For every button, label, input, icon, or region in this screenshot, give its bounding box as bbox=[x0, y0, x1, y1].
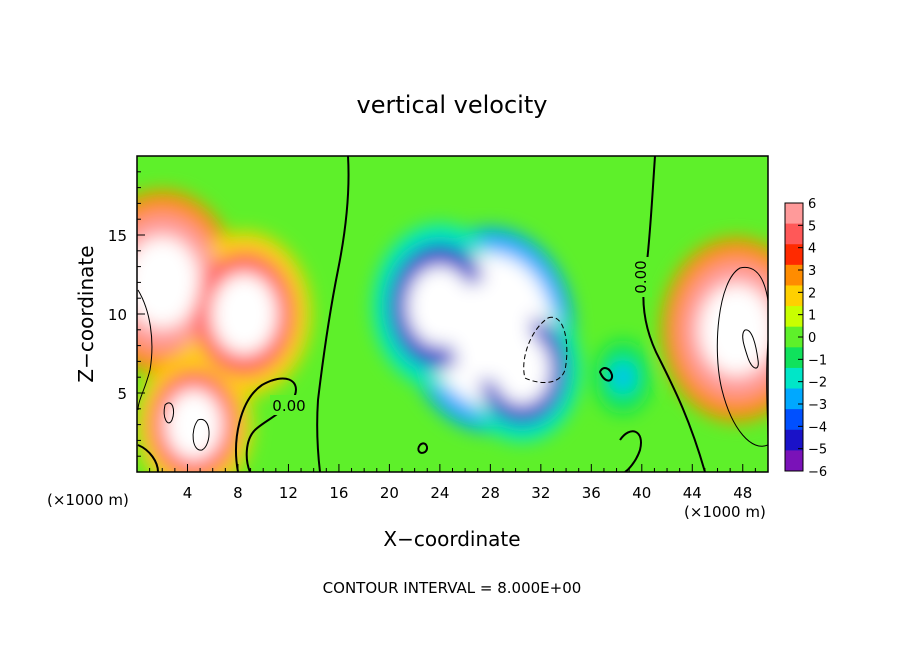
y-axis: 5 10 15 bbox=[108, 171, 145, 457]
y-tick-label: 10 bbox=[108, 306, 127, 324]
colorbar-swatch bbox=[785, 306, 803, 328]
colorbar-swatch bbox=[785, 326, 803, 348]
x-tick-label: 8 bbox=[233, 484, 243, 502]
y-axis-label: Z−coordinate bbox=[74, 245, 98, 382]
inner-contours bbox=[137, 266, 768, 451]
velocity-feature bbox=[141, 256, 184, 309]
colorbar-label: 4 bbox=[808, 242, 816, 257]
positive-contour-line bbox=[716, 266, 768, 447]
colorbar-swatch bbox=[785, 223, 803, 245]
positive-contour-line bbox=[163, 402, 175, 424]
x-unit-left: (×1000 m) bbox=[47, 491, 129, 509]
chart-title: vertical velocity bbox=[357, 91, 548, 119]
velocity-feature bbox=[467, 301, 514, 359]
positive-contour-line bbox=[742, 329, 759, 369]
colorbar-label: 1 bbox=[808, 309, 816, 324]
colorbar-swatch bbox=[785, 367, 803, 390]
colorbar-label: −2 bbox=[808, 376, 827, 391]
velocity-feature bbox=[177, 404, 211, 445]
colorbar-label: 6 bbox=[808, 197, 816, 212]
x-tick-label: 20 bbox=[380, 484, 399, 502]
colorbar-label: −4 bbox=[808, 420, 827, 435]
colorbar-label: 2 bbox=[808, 286, 816, 301]
colorbar-swatch bbox=[785, 244, 803, 266]
x-tick-label: 32 bbox=[531, 484, 550, 502]
colorbar-label: −3 bbox=[808, 398, 827, 413]
x-tick-label: 12 bbox=[279, 484, 298, 502]
contour-label-bg bbox=[630, 257, 652, 297]
velocity-field bbox=[137, 190, 768, 472]
colorbar-swatch bbox=[785, 388, 803, 410]
colorbar-label: 3 bbox=[808, 264, 816, 279]
colorbar-swatch bbox=[785, 203, 803, 225]
colorbar-swatch bbox=[785, 264, 803, 286]
colorbar-label: −1 bbox=[808, 353, 827, 368]
x-tick-label: 16 bbox=[329, 484, 348, 502]
colorbar-swatch bbox=[785, 285, 803, 307]
negative-contour-line bbox=[523, 316, 568, 383]
y-tick-label: 5 bbox=[117, 385, 127, 403]
zero-contour-line bbox=[642, 156, 706, 472]
zero-contour-line bbox=[137, 444, 159, 472]
colorbar-swatch bbox=[785, 450, 803, 472]
velocity-feature bbox=[225, 291, 263, 337]
x-tick-label: 28 bbox=[481, 484, 500, 502]
velocity-feature bbox=[421, 283, 459, 330]
positive-contour-line bbox=[192, 419, 210, 451]
y-tick-label: 15 bbox=[108, 227, 127, 245]
velocity-feature bbox=[505, 349, 539, 390]
colorbar-label: 0 bbox=[808, 331, 816, 346]
velocity-feature bbox=[715, 304, 758, 356]
colorbar-swatch bbox=[785, 429, 803, 451]
x-axis-label: X−coordinate bbox=[383, 527, 520, 551]
positive-contour-line bbox=[137, 289, 153, 411]
x-tick-label: 36 bbox=[582, 484, 601, 502]
zero-contour-line bbox=[417, 442, 429, 454]
x-tick-label: 48 bbox=[733, 484, 752, 502]
colorbar-swatch bbox=[785, 409, 803, 431]
x-axis: 4 8 12 16 20 24 28 32 36 40 44 48 bbox=[149, 464, 756, 502]
zero-contour-line bbox=[235, 377, 297, 472]
contour-label: 0.00 bbox=[272, 397, 305, 415]
contour-interval-note: CONTOUR INTERVAL = 8.000E+00 bbox=[323, 579, 582, 597]
x-unit-right: (×1000 m) bbox=[684, 503, 766, 521]
velocity-feature bbox=[614, 366, 631, 388]
x-tick-label: 24 bbox=[430, 484, 449, 502]
x-tick-label: 4 bbox=[183, 484, 193, 502]
colorbar-label: −5 bbox=[808, 443, 827, 458]
x-tick-label: 40 bbox=[632, 484, 651, 502]
colorbar-label: −6 bbox=[808, 465, 827, 480]
contour-label: 0.00 bbox=[632, 260, 650, 293]
contour-label-bg bbox=[270, 395, 308, 415]
colorbar-swatch bbox=[785, 347, 803, 369]
colorbar-label: 5 bbox=[808, 219, 816, 234]
zero-contour-line bbox=[316, 156, 350, 472]
x-tick-label: 44 bbox=[683, 484, 702, 502]
zero-contour-line bbox=[598, 367, 614, 382]
contour-labels: 0.00 0.00 bbox=[270, 257, 652, 415]
colorbar: 6 5 4 3 2 1 0 −1 −2 −3 −4 −5 −6 bbox=[784, 197, 827, 480]
plot-area: 0.00 0.00 bbox=[136, 155, 769, 473]
